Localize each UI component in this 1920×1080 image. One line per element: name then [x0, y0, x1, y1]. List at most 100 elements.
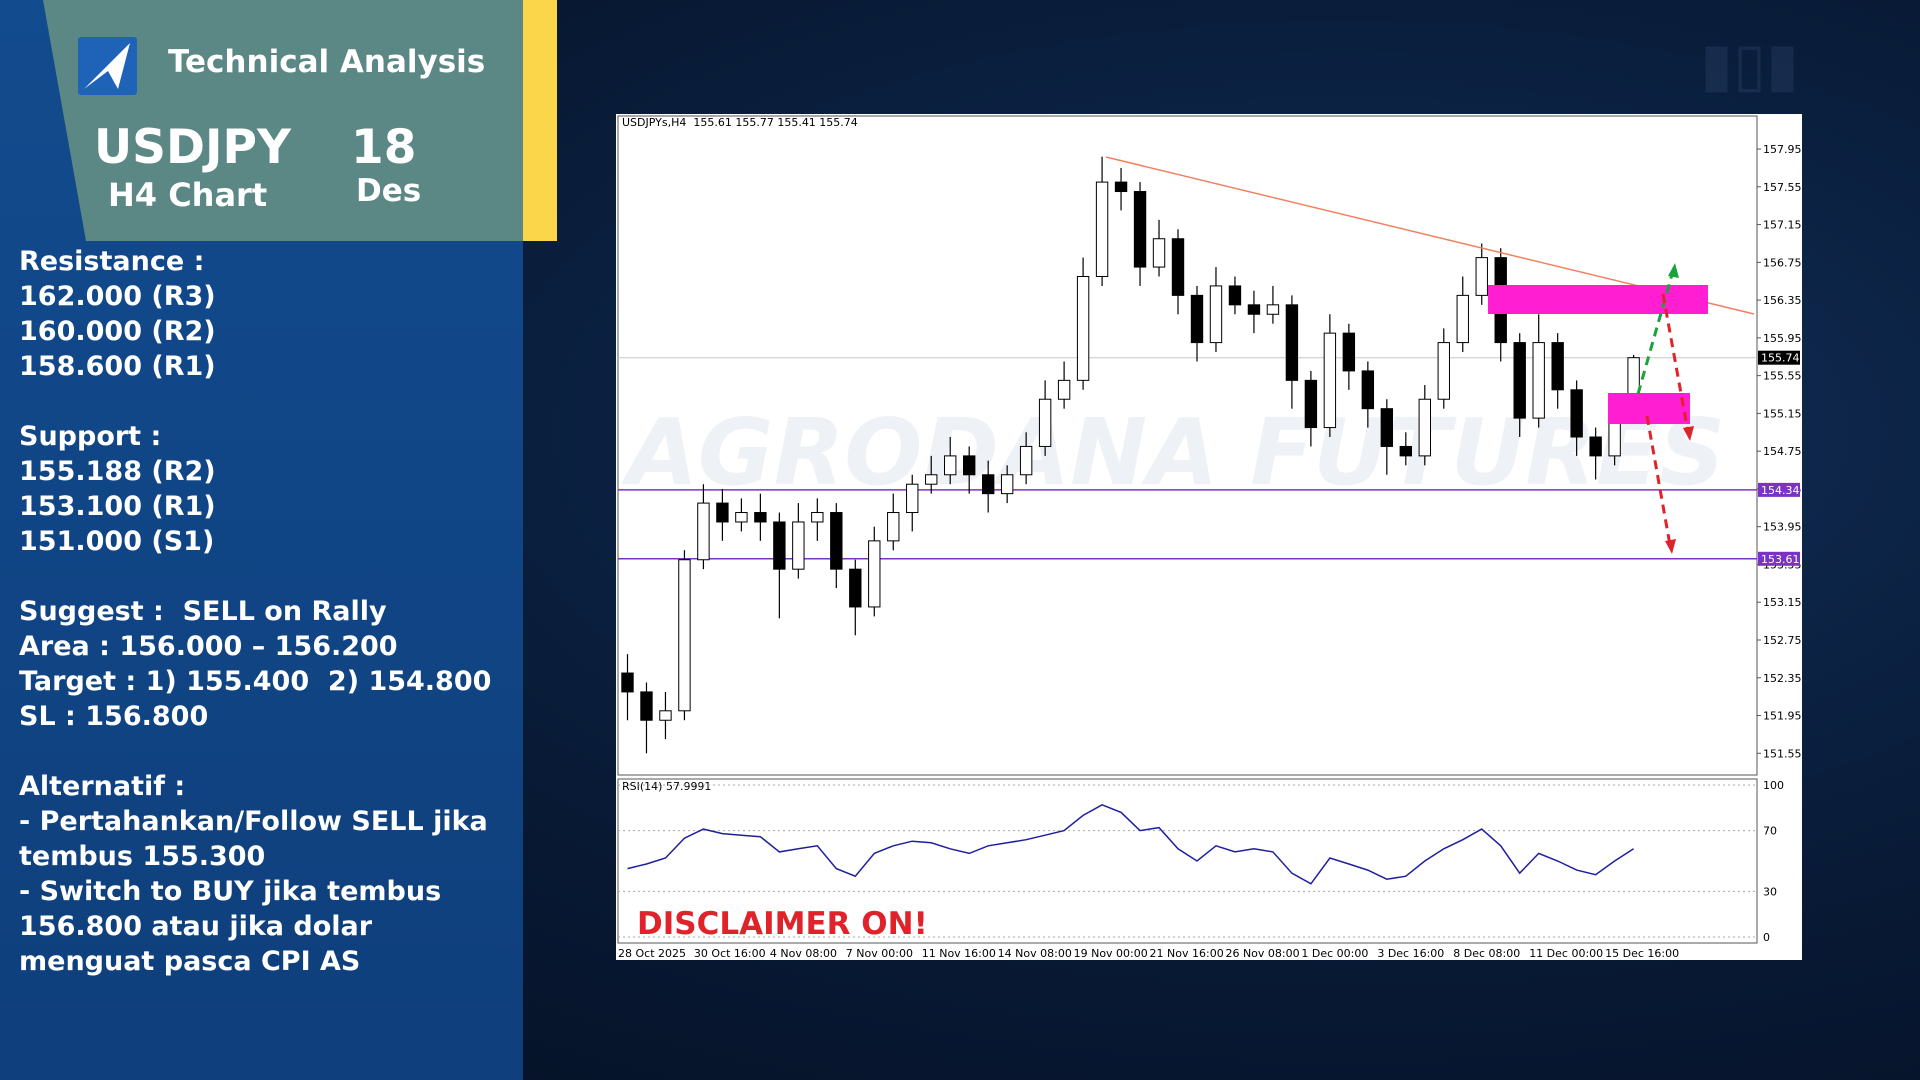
- y-tick-label: 155.55: [1763, 370, 1802, 383]
- bearish-arrow: [1645, 415, 1672, 546]
- candle-body: [1456, 294, 1469, 344]
- y-tick-label: 155.15: [1763, 407, 1802, 420]
- timeframe: H4 Chart: [108, 176, 268, 214]
- candle-body: [1057, 379, 1071, 400]
- chart-box: AGRODANA FUTURES USDJPYs,H4 155.61 155.7…: [616, 114, 1802, 960]
- disclaimer: DISCLAIMER ON!: [637, 906, 928, 942]
- candle-body: [697, 502, 710, 561]
- logo: [78, 37, 137, 95]
- suggest-line: SL : 156.800: [19, 701, 209, 732]
- arrow-head: [1665, 539, 1676, 554]
- bullish-arrow: [1636, 270, 1675, 395]
- candle-body: [621, 672, 634, 693]
- candle-body: [1190, 294, 1204, 344]
- x-tick-label: 21 Nov 16:00: [1150, 947, 1224, 960]
- y-tick-label: 151.55: [1763, 747, 1802, 760]
- candle-body: [1152, 238, 1166, 268]
- x-tick-label: 7 Nov 00:00: [846, 947, 913, 960]
- level-label-bg: [1758, 551, 1800, 566]
- x-tick-label: 4 Nov 08:00: [770, 947, 837, 960]
- last-price-label-bg: [1758, 350, 1800, 365]
- candle-body: [1247, 304, 1261, 315]
- support-item: 151.000 (S1): [19, 526, 215, 557]
- candle-body: [1399, 445, 1413, 457]
- resistance-item: 158.600 (R1): [19, 351, 216, 382]
- x-tick-label: 8 Dec 08:00: [1453, 947, 1520, 960]
- candle-body: [925, 474, 938, 485]
- y-tick-label: 152.35: [1763, 672, 1802, 685]
- support-item: 155.188 (R2): [19, 456, 216, 487]
- arrow-head: [1668, 263, 1679, 278]
- candle-body: [1532, 342, 1545, 419]
- alternatif-heading: Alternatif :: [19, 771, 186, 802]
- chart-info: USDJPYs,H4 155.61 155.77 155.41 155.74: [622, 116, 858, 129]
- candle-body: [1133, 191, 1147, 268]
- candle-body: [811, 512, 824, 523]
- candle-body: [1589, 436, 1602, 457]
- candle-body: [1475, 257, 1488, 296]
- x-tick-label: 28 Oct 2025: [618, 947, 686, 960]
- candle-body: [716, 502, 729, 523]
- month: Des: [356, 173, 422, 209]
- y-tick-label: 153.15: [1763, 596, 1802, 609]
- candle-body: [1323, 332, 1337, 429]
- candle-body: [1570, 389, 1583, 438]
- header-title: Technical Analysis: [168, 44, 486, 80]
- candle-body: [1380, 408, 1394, 447]
- candle-body: [1171, 238, 1185, 296]
- candle-body: [1228, 285, 1242, 306]
- y-tick-label: 157.15: [1763, 219, 1802, 232]
- y-tick-label: 156.75: [1763, 256, 1802, 269]
- header-accent: [523, 0, 557, 241]
- chart: AGRODANA FUTURES USDJPYs,H4 155.61 155.7…: [617, 115, 1802, 960]
- x-tick-label: 15 Dec 16:00: [1605, 947, 1679, 960]
- candle-body: [1418, 398, 1431, 457]
- candle-body: [754, 512, 767, 523]
- x-tick-label: 14 Nov 08:00: [998, 947, 1072, 960]
- candle-body: [1114, 181, 1128, 193]
- x-tick-label: 30 Oct 16:00: [694, 947, 766, 960]
- y-tick-label: 100: [1763, 779, 1784, 792]
- sell-zone: [1488, 285, 1708, 314]
- x-tick-label: 19 Nov 00:00: [1074, 947, 1148, 960]
- candle-body: [962, 455, 976, 476]
- day: 18: [351, 120, 417, 175]
- y-tick-label: 153.95: [1763, 521, 1802, 534]
- y-tick-label: 157.55: [1763, 181, 1802, 194]
- candle-body: [830, 512, 843, 570]
- candle-body: [1000, 474, 1014, 495]
- candle-body: [1038, 398, 1052, 447]
- candle-body: [1095, 181, 1109, 278]
- y-tick-label: 154.75: [1763, 445, 1802, 458]
- y-tick-label: 0: [1763, 931, 1770, 944]
- rsi-frame: [617, 778, 1758, 944]
- y-tick-label: 70: [1763, 825, 1777, 838]
- suggest-line: Target : 1) 155.400 2) 154.800: [19, 666, 492, 697]
- logo-arrow: [84, 43, 130, 89]
- candle-body: [849, 568, 862, 608]
- alternatif-line: - Switch to BUY jika tembus 156.800 atau…: [19, 876, 442, 977]
- candle-body: [1342, 332, 1356, 372]
- candle-body: [1551, 342, 1564, 391]
- support-heading: Support :: [19, 421, 162, 452]
- suggest-line: Suggest : SELL on Rally: [19, 596, 387, 627]
- suggest-line: Area : 156.000 – 156.200: [19, 631, 398, 662]
- y-tick-label: 152.75: [1763, 634, 1802, 647]
- level-label: 153.61: [1761, 553, 1800, 566]
- bearish-arrow: [1661, 293, 1690, 433]
- candle-body: [1076, 276, 1090, 381]
- candle-body: [1209, 285, 1223, 344]
- candle-body: [1513, 342, 1526, 419]
- x-tick-label: 3 Dec 16:00: [1377, 947, 1444, 960]
- resistance-item: 160.000 (R2): [19, 316, 216, 347]
- x-tick-label: 11 Nov 16:00: [922, 947, 996, 960]
- rsi-title: RSI(14) 57.9991: [622, 780, 711, 793]
- pair: USDJPY: [94, 120, 291, 175]
- candle-body: [906, 483, 919, 514]
- rsi-line: [627, 803, 1635, 885]
- alternatif-line: - Pertahankan/Follow SELL jika tembus 15…: [19, 806, 488, 872]
- candle-body: [1304, 379, 1318, 429]
- candle-body: [1019, 445, 1033, 476]
- last-price-label: 155.74: [1761, 352, 1800, 365]
